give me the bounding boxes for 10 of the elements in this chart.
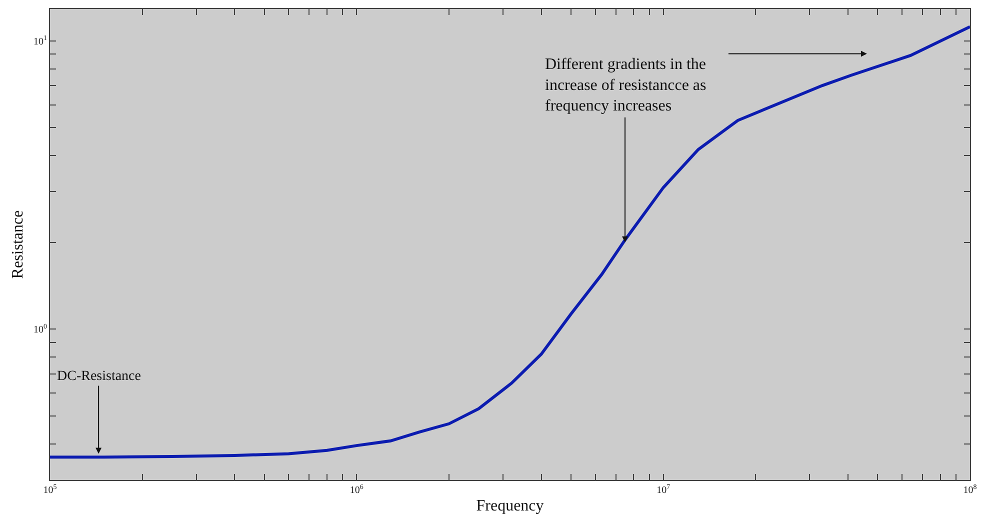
x-tick-label: 10$^{5}$ <box>43 482 58 496</box>
annotation: Different gradients in the increase of resistancce as frequency increases <box>545 56 706 115</box>
y-axis-title: Resistance <box>9 210 26 279</box>
x-tick-label: 10$^{7}$ <box>656 482 671 496</box>
y-tick-label: 10$^{1}$ <box>34 34 48 48</box>
x-tick-label: 10$^{6}$ <box>350 482 364 496</box>
annotation: DC-Resistance <box>57 369 141 384</box>
x-tick-label: 10$^{8}$ <box>963 482 978 496</box>
x-axis-title: Frequency <box>476 498 544 515</box>
y-tick-label: 10$^{0}$ <box>34 322 48 336</box>
